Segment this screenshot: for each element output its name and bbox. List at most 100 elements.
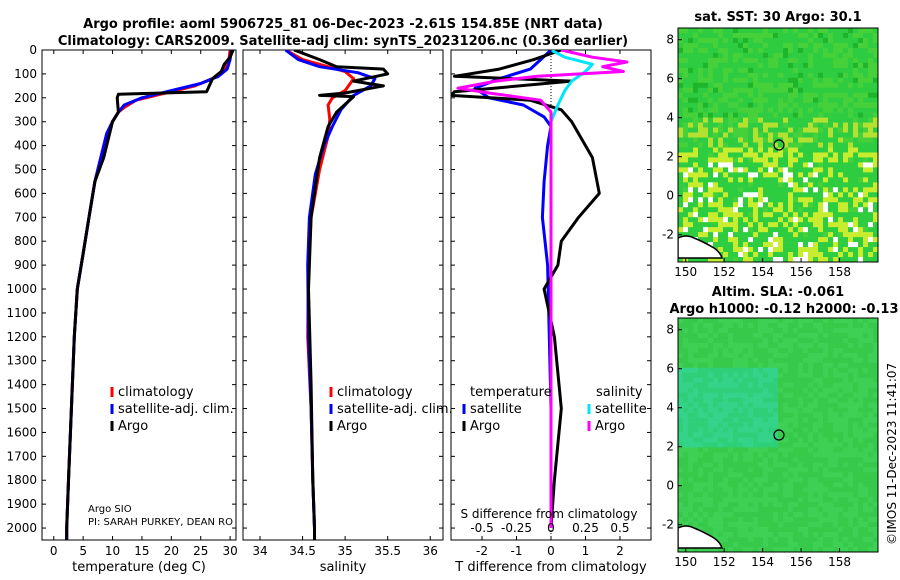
map-cell xyxy=(818,547,824,552)
map-cell xyxy=(773,252,779,258)
map-cell xyxy=(823,187,829,193)
map-cell xyxy=(873,362,878,369)
map-cell xyxy=(833,497,839,503)
map-cell xyxy=(763,187,769,193)
map-cell xyxy=(778,332,784,339)
map-cell xyxy=(833,318,839,324)
map-cell xyxy=(788,432,794,438)
map-cell xyxy=(808,87,814,94)
map-cell xyxy=(683,77,689,84)
map-cell xyxy=(708,522,714,528)
map-cell xyxy=(808,387,814,393)
map-cell xyxy=(858,167,864,173)
map-cell xyxy=(708,392,714,398)
map-cell xyxy=(808,187,814,193)
map-cell xyxy=(678,318,684,324)
map-cell xyxy=(803,442,809,448)
map-cell xyxy=(723,122,729,128)
map-cell xyxy=(833,387,839,393)
map-cell xyxy=(793,192,799,198)
map-cell xyxy=(708,417,714,423)
map-cell xyxy=(873,52,878,59)
map-cell xyxy=(863,422,869,428)
map-cell xyxy=(743,72,749,79)
map-cell xyxy=(813,517,819,523)
map-cell xyxy=(793,482,799,488)
map-cell xyxy=(833,247,839,253)
map-cell xyxy=(758,162,764,168)
map-cell xyxy=(833,547,839,552)
map-cell xyxy=(823,162,829,168)
map-cell xyxy=(813,162,819,168)
map-cell xyxy=(743,77,749,84)
map-cell xyxy=(863,462,869,468)
map-cell xyxy=(853,427,859,433)
map-cell xyxy=(798,502,804,508)
map-cell xyxy=(718,452,724,458)
map-cell xyxy=(778,322,784,329)
map-cell xyxy=(698,362,704,369)
map-cell xyxy=(818,142,824,148)
map-cell xyxy=(713,197,719,203)
map-cell xyxy=(768,207,774,213)
map-cell xyxy=(753,387,759,393)
map-cell xyxy=(823,207,829,213)
map-cell xyxy=(688,47,694,54)
map-cell xyxy=(763,362,769,369)
map-cell xyxy=(713,107,719,113)
map-cell xyxy=(693,512,699,518)
map-cell xyxy=(873,522,878,528)
map-cell xyxy=(788,237,794,243)
map-cell xyxy=(678,222,684,228)
map-x-tick-label: 156 xyxy=(790,555,813,569)
map-cell xyxy=(778,382,784,388)
map-cell xyxy=(803,327,809,334)
map-cell xyxy=(738,322,744,329)
map-cell xyxy=(768,422,774,428)
map-cell xyxy=(853,172,859,178)
map-cell xyxy=(828,432,834,438)
map-cell xyxy=(833,47,839,54)
map-cell xyxy=(733,332,739,339)
map-cell xyxy=(708,532,714,538)
map-cell xyxy=(788,332,794,339)
map-cell xyxy=(763,102,769,108)
map-cell xyxy=(848,132,854,138)
map-cell xyxy=(688,442,694,448)
map-cell xyxy=(873,77,878,84)
map-cell xyxy=(683,117,689,123)
map-cell xyxy=(828,137,834,143)
map-cell xyxy=(818,502,824,508)
map-cell xyxy=(818,357,824,364)
map-cell xyxy=(873,477,878,483)
map-cell xyxy=(698,452,704,458)
map-cell xyxy=(753,327,759,334)
map-cell xyxy=(718,357,724,364)
map-cell xyxy=(783,187,789,193)
map-cell xyxy=(743,207,749,213)
map-cell xyxy=(763,547,769,552)
map-cell xyxy=(763,192,769,198)
map-cell xyxy=(678,112,684,118)
map-cell xyxy=(678,212,684,218)
map-cell xyxy=(743,62,749,69)
map-cell xyxy=(683,87,689,94)
series-line-temperature-satellite xyxy=(473,50,553,528)
map-cell xyxy=(808,162,814,168)
map-cell xyxy=(693,142,699,148)
map-cell xyxy=(683,187,689,193)
map-cell xyxy=(723,482,729,488)
map-cell xyxy=(848,342,854,349)
map-cell xyxy=(843,452,849,458)
map-cell xyxy=(873,462,878,468)
map-cell xyxy=(723,132,729,138)
map-cell xyxy=(678,207,684,213)
map-cell xyxy=(843,102,849,108)
map-cell xyxy=(793,417,799,423)
map-cell xyxy=(868,437,874,443)
map-cell xyxy=(818,402,824,408)
map-cell xyxy=(778,157,784,163)
map-cell xyxy=(783,337,789,344)
map-cell xyxy=(738,527,744,533)
map-cell xyxy=(843,397,849,403)
